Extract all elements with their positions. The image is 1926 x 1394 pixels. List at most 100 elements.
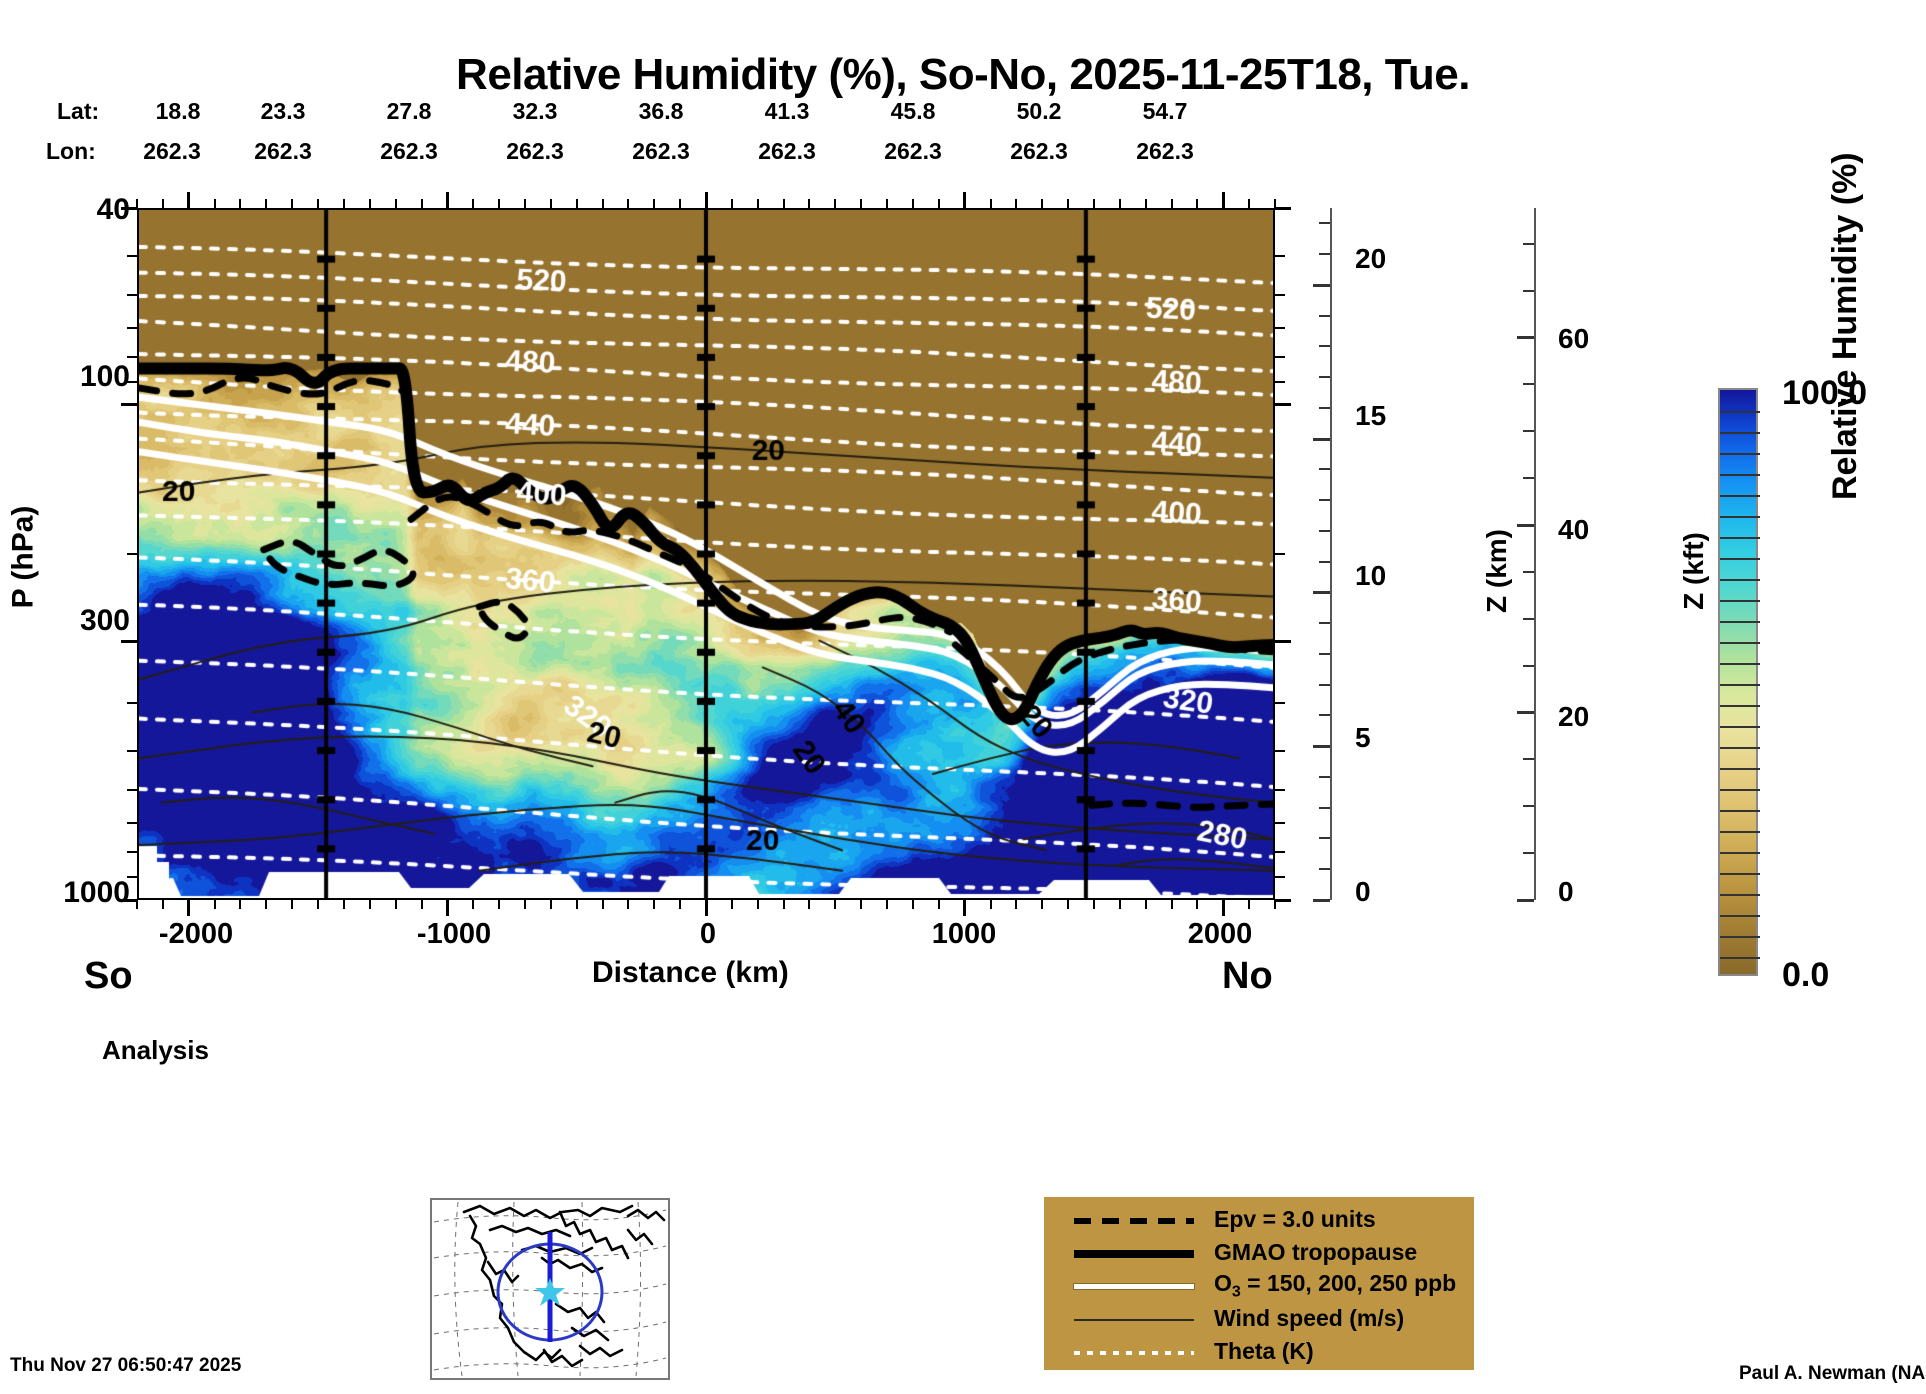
- x-minor-tick: [989, 900, 992, 909]
- lon-row: Lon: 262.3 262.3 262.3 262.3 262.3 262.3…: [0, 138, 1926, 168]
- colorbar-tick: [1720, 516, 1760, 518]
- x-major-tick-0: [704, 900, 708, 916]
- lon-value-0: 262.3: [143, 138, 201, 164]
- wind-line-swatch: [1074, 1308, 1194, 1330]
- y-major-tick-right-1000: [1275, 898, 1291, 902]
- z-kft-tick: [1523, 289, 1534, 292]
- y-major-tick-300: [121, 639, 137, 643]
- x-minor-tick: [317, 900, 320, 909]
- x-minor-tick: [161, 900, 164, 909]
- x-minor-tick: [368, 900, 371, 909]
- x-minor-tick-top: [1196, 199, 1199, 208]
- z-km-tick-0: 0: [1355, 876, 1371, 907]
- x-minor-tick: [213, 900, 216, 909]
- z-km-tick: [1319, 714, 1330, 717]
- x-minor-tick-top: [1015, 199, 1018, 208]
- x-major-tick-top--1000: [445, 192, 449, 208]
- z-km-tick: [1319, 253, 1330, 256]
- x-minor-tick: [911, 900, 914, 909]
- x-minor-tick-top: [498, 199, 501, 208]
- analysis-label: Analysis: [102, 1035, 209, 1065]
- y-minor-tick-right-50: [1275, 254, 1285, 257]
- y-major-tick-right-40: [1275, 206, 1291, 210]
- x-minor-tick: [782, 900, 785, 909]
- z-km-tick: [1313, 437, 1330, 441]
- z-kft-tick: [1523, 430, 1534, 433]
- page-title: Relative Humidity (%), So-No, 2025-11-25…: [456, 50, 1470, 99]
- z-kft-tick: [1523, 570, 1534, 573]
- z-km-tick: [1313, 283, 1330, 287]
- y-tick-100: 100: [79, 360, 130, 393]
- colorbar[interactable]: [1718, 388, 1760, 976]
- lat-row-label: Lat:: [57, 98, 100, 124]
- x-minor-tick: [342, 900, 345, 909]
- colorbar-tick: [1720, 852, 1760, 854]
- x-minor-tick: [1118, 900, 1121, 909]
- colorbar-tick: [1720, 789, 1760, 791]
- x-minor-tick-top: [601, 199, 604, 208]
- z-kft-tick: [1517, 336, 1534, 340]
- cross-section-plot[interactable]: [137, 208, 1275, 900]
- x-minor-tick: [1196, 900, 1199, 909]
- y-minor-tick-right-900: [1275, 876, 1285, 879]
- y-minor-tick-right-80: [1275, 356, 1285, 358]
- colorbar-tick: [1720, 453, 1760, 455]
- lon-value-2: 262.3: [380, 138, 438, 164]
- legend-item-wind: Wind speed (m/s): [1044, 1302, 1474, 1335]
- y-minor-tick-right-600: [1275, 789, 1285, 792]
- lat-value-4: 36.8: [638, 98, 684, 124]
- x-minor-tick-top: [317, 199, 320, 208]
- x-major-tick-top-2000: [1221, 192, 1225, 208]
- y-tick-40: 40: [96, 193, 130, 226]
- lon-value-7: 262.3: [1010, 138, 1068, 164]
- x-minor-tick: [860, 900, 863, 909]
- legend-item-ozone: O3 = 150, 200, 250 ppb: [1044, 1269, 1474, 1302]
- z-kft-tick: [1517, 523, 1534, 527]
- colorbar-tick: [1720, 831, 1760, 833]
- x-tick-neg2000: -2000: [158, 918, 234, 950]
- x-minor-tick-top: [291, 199, 294, 208]
- y-minor-tick-700: [127, 822, 137, 825]
- z-kft-tick-60: 60: [1558, 323, 1590, 354]
- colorbar-tick: [1720, 810, 1760, 812]
- lat-value-2: 27.8: [386, 98, 432, 124]
- x-minor-tick-top: [1092, 199, 1095, 208]
- legend-item-epv: Epv = 3.0 units: [1044, 1203, 1474, 1236]
- x-minor-tick-top: [342, 199, 345, 208]
- z-km-tick-20: 20: [1355, 243, 1387, 274]
- ozone-subscript: 3: [1231, 1283, 1241, 1301]
- z-km-tick: [1319, 622, 1330, 625]
- z-km-tick: [1319, 683, 1330, 686]
- z-km-tick: [1319, 529, 1330, 532]
- y-minor-tick-200: [127, 553, 137, 555]
- x-minor-tick-top: [161, 199, 164, 208]
- colorbar-tick: [1720, 894, 1760, 896]
- x-minor-tick-top: [653, 199, 656, 208]
- x-minor-tick: [834, 900, 837, 909]
- z-kft-tick-20: 20: [1558, 701, 1590, 732]
- colorbar-tick: [1720, 411, 1760, 413]
- colorbar-min-label: 0.0: [1782, 956, 1830, 994]
- lon-value-4: 262.3: [632, 138, 690, 164]
- inset-location-map[interactable]: [430, 1198, 670, 1380]
- x-minor-tick: [808, 900, 811, 909]
- lon-value-8: 262.3: [1136, 138, 1194, 164]
- z-km-tick: [1313, 591, 1330, 595]
- ozone-rest: = 150, 200, 250 ppb: [1240, 1269, 1457, 1296]
- ozone-line-swatch: [1073, 1275, 1195, 1297]
- y-major-tick-right-300: [1275, 639, 1291, 643]
- y-tick-1000: 1000: [63, 876, 130, 909]
- legend-label-tropopause: GMAO tropopause: [1214, 1239, 1418, 1265]
- z-km-tick-5: 5: [1355, 722, 1371, 753]
- z-km-tick: [1313, 745, 1330, 749]
- y-minor-tick-50: [127, 254, 137, 257]
- x-minor-tick-top: [989, 199, 992, 208]
- x-tick-neg1000: -1000: [416, 918, 492, 950]
- colorbar-tick: [1720, 747, 1760, 749]
- theta-line-swatch: [1074, 1341, 1194, 1363]
- z-km-tick: [1313, 899, 1330, 902]
- legend-box[interactable]: Epv = 3.0 units GMAO tropopause O3 = 150…: [1044, 1197, 1474, 1370]
- x-minor-tick: [1067, 900, 1070, 909]
- epv-line-swatch: [1074, 1209, 1194, 1231]
- x-minor-tick: [498, 900, 501, 909]
